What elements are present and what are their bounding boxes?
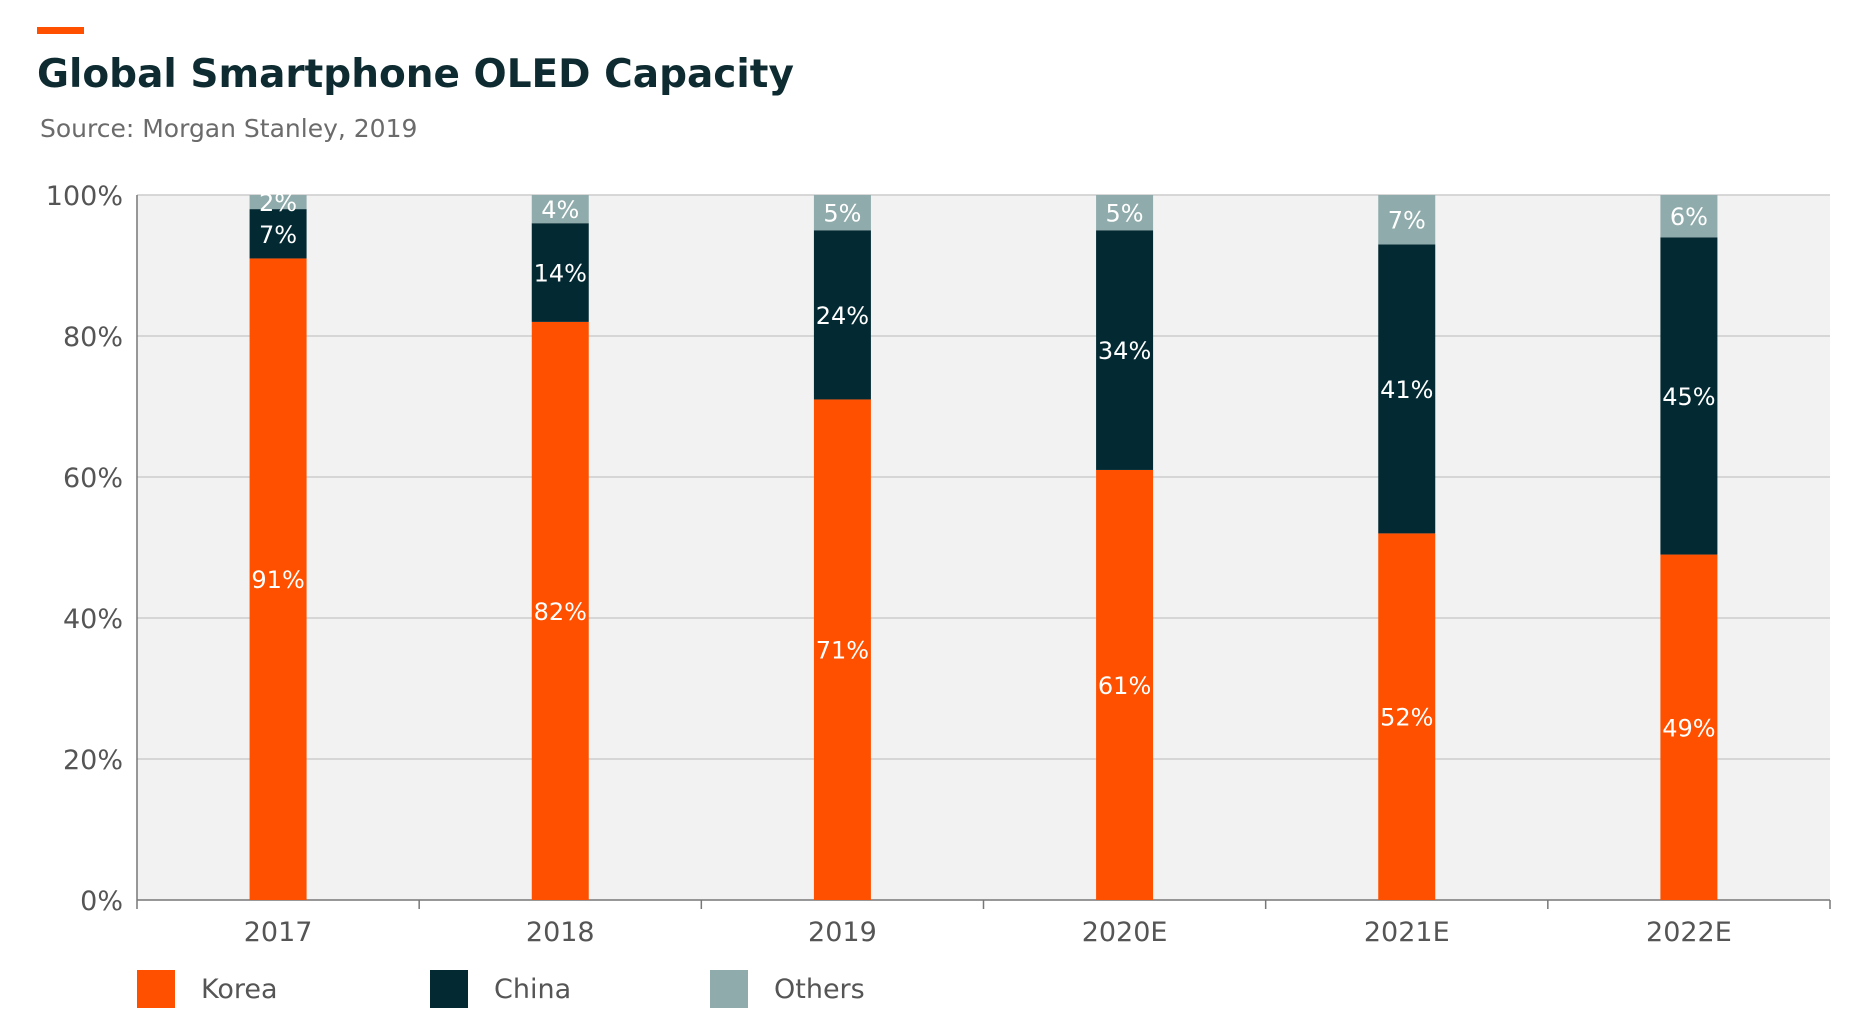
x-tick-label-2017: 2017	[244, 917, 313, 948]
legend-item-others: Others	[710, 970, 865, 1008]
legend-label-others: Others	[774, 973, 865, 1005]
legend-swatch-others	[710, 970, 748, 1008]
legend-item-china: China	[430, 970, 571, 1008]
bar-china-2021e	[1378, 244, 1436, 534]
x-tick-label-2019: 2019	[808, 917, 877, 948]
bar-korea-2020e	[1096, 469, 1154, 900]
legend-swatch-china	[430, 970, 468, 1008]
chart-title: Global Smartphone OLED Capacity	[37, 52, 794, 97]
data-label-korea-2020e: 61%	[1098, 672, 1151, 700]
bar-china-2018	[531, 223, 589, 322]
data-label-korea-2017: 91%	[251, 566, 304, 594]
y-tick-label-0: 0%	[80, 886, 123, 917]
chart-subtitle: Source: Morgan Stanley, 2019	[40, 114, 418, 143]
plot-background	[137, 195, 1830, 900]
legend-swatch-korea	[137, 970, 175, 1008]
title-accent-bar	[37, 27, 84, 34]
y-tick-label-80: 80%	[63, 322, 123, 353]
x-tick-label-2021e: 2021E	[1364, 917, 1450, 948]
x-tick-label-2018: 2018	[526, 917, 595, 948]
bar-others-2022e	[1660, 195, 1718, 238]
bar-korea-2018	[531, 321, 589, 900]
data-label-others-2022e: 6%	[1670, 203, 1708, 231]
bar-china-2022e	[1660, 237, 1718, 555]
data-label-china-2021e: 41%	[1380, 376, 1433, 404]
data-label-korea-2018: 82%	[534, 598, 587, 626]
data-label-others-2019: 5%	[823, 200, 861, 228]
data-label-china-2019: 24%	[816, 302, 869, 330]
y-tick-label-40: 40%	[63, 604, 123, 635]
bar-china-2017	[249, 209, 307, 259]
bar-china-2020e	[1096, 230, 1154, 470]
y-tick-label-100: 100%	[46, 181, 123, 212]
data-label-others-2018: 4%	[541, 196, 579, 224]
bar-korea-2021e	[1378, 533, 1436, 900]
data-label-others-2020e: 5%	[1106, 200, 1144, 228]
legend-item-korea: Korea	[137, 970, 278, 1008]
bar-korea-2019	[813, 399, 871, 900]
data-label-china-2018: 14%	[534, 260, 587, 288]
bar-others-2019	[813, 195, 871, 231]
bar-korea-2022e	[1660, 554, 1718, 900]
bar-china-2019	[813, 230, 871, 400]
bar-korea-2017	[249, 258, 307, 900]
bar-others-2018	[531, 195, 589, 224]
y-tick-label-60: 60%	[63, 463, 123, 494]
data-label-korea-2019: 71%	[816, 637, 869, 665]
bar-others-2017	[249, 195, 307, 210]
data-label-china-2022e: 45%	[1662, 383, 1715, 411]
x-tick-label-2022e: 2022E	[1646, 917, 1732, 948]
legend-label-korea: Korea	[201, 973, 278, 1005]
data-label-others-2021e: 7%	[1388, 207, 1426, 235]
bar-others-2020e	[1096, 195, 1154, 231]
data-label-others-2017: 2%	[259, 189, 297, 217]
data-label-china-2017: 7%	[259, 221, 297, 249]
bar-others-2021e	[1378, 195, 1436, 245]
data-label-korea-2021e: 52%	[1380, 704, 1433, 732]
legend-label-china: China	[494, 973, 572, 1005]
data-label-korea-2022e: 49%	[1662, 714, 1715, 742]
y-tick-label-20: 20%	[63, 745, 123, 776]
data-label-china-2020e: 34%	[1098, 337, 1151, 365]
x-tick-label-2020e: 2020E	[1082, 917, 1168, 948]
